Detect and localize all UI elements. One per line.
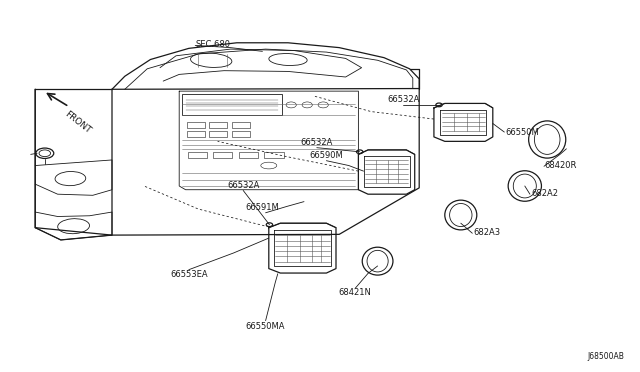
Bar: [209, 131, 227, 137]
Text: 66553EA: 66553EA: [170, 270, 207, 279]
Text: 682A2: 682A2: [531, 189, 558, 198]
Bar: [188, 152, 207, 158]
Bar: [209, 122, 227, 128]
Text: 66591M: 66591M: [246, 203, 279, 212]
Bar: [232, 131, 250, 137]
Text: 682A3: 682A3: [474, 228, 500, 237]
Bar: [232, 122, 250, 128]
Text: 66550MA: 66550MA: [246, 322, 285, 331]
Text: 68420R: 68420R: [544, 161, 577, 170]
Bar: [182, 94, 282, 115]
Text: SEC.680: SEC.680: [195, 40, 230, 49]
Text: 66590M: 66590M: [310, 151, 343, 160]
Bar: [239, 152, 258, 158]
Text: 66550M: 66550M: [506, 128, 540, 137]
Text: 66532A: 66532A: [387, 95, 419, 104]
Text: 68421N: 68421N: [339, 288, 372, 297]
Text: 66532A: 66532A: [301, 138, 333, 147]
Bar: [187, 131, 205, 137]
Text: FRONT: FRONT: [63, 110, 92, 136]
Text: J68500AB: J68500AB: [587, 352, 624, 361]
Bar: [264, 152, 284, 158]
Text: 66532A: 66532A: [227, 181, 259, 190]
Bar: [187, 122, 205, 128]
Bar: [213, 152, 232, 158]
